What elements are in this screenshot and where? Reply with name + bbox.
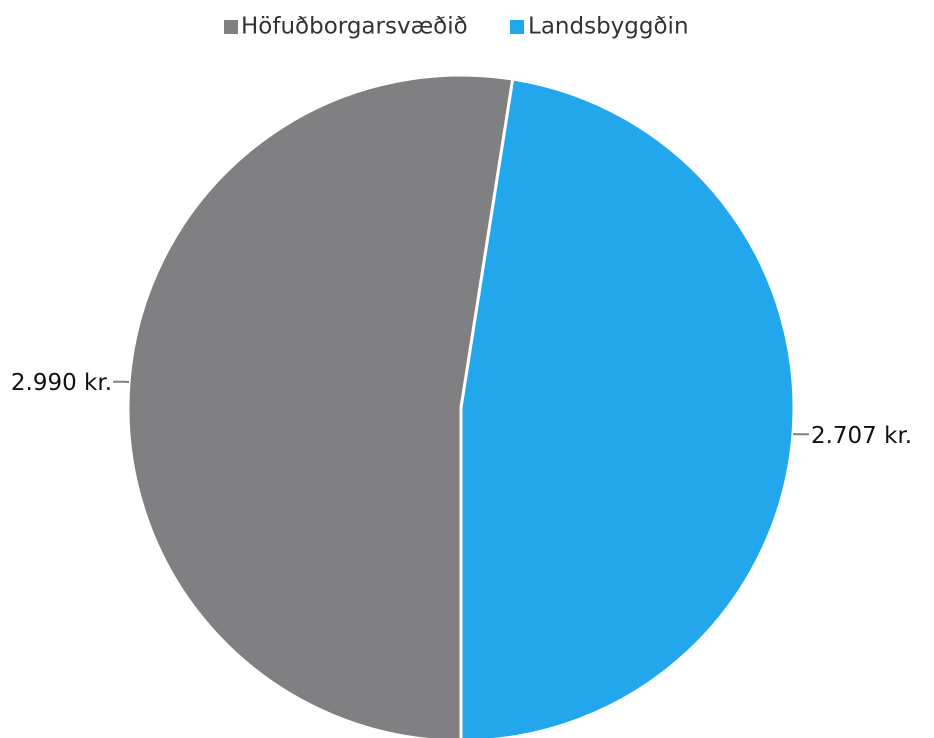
legend-swatch — [510, 20, 524, 34]
legend-label: Höfuðborgarsvæðið — [241, 14, 468, 40]
legend-swatch — [224, 20, 238, 34]
data-label: 2.707 kr. — [811, 423, 912, 449]
pie-slice — [126, 73, 515, 738]
pie-slice — [459, 77, 796, 738]
data-label: 2.990 kr. — [11, 370, 112, 396]
legend-label: Landsbyggðin — [528, 14, 689, 40]
